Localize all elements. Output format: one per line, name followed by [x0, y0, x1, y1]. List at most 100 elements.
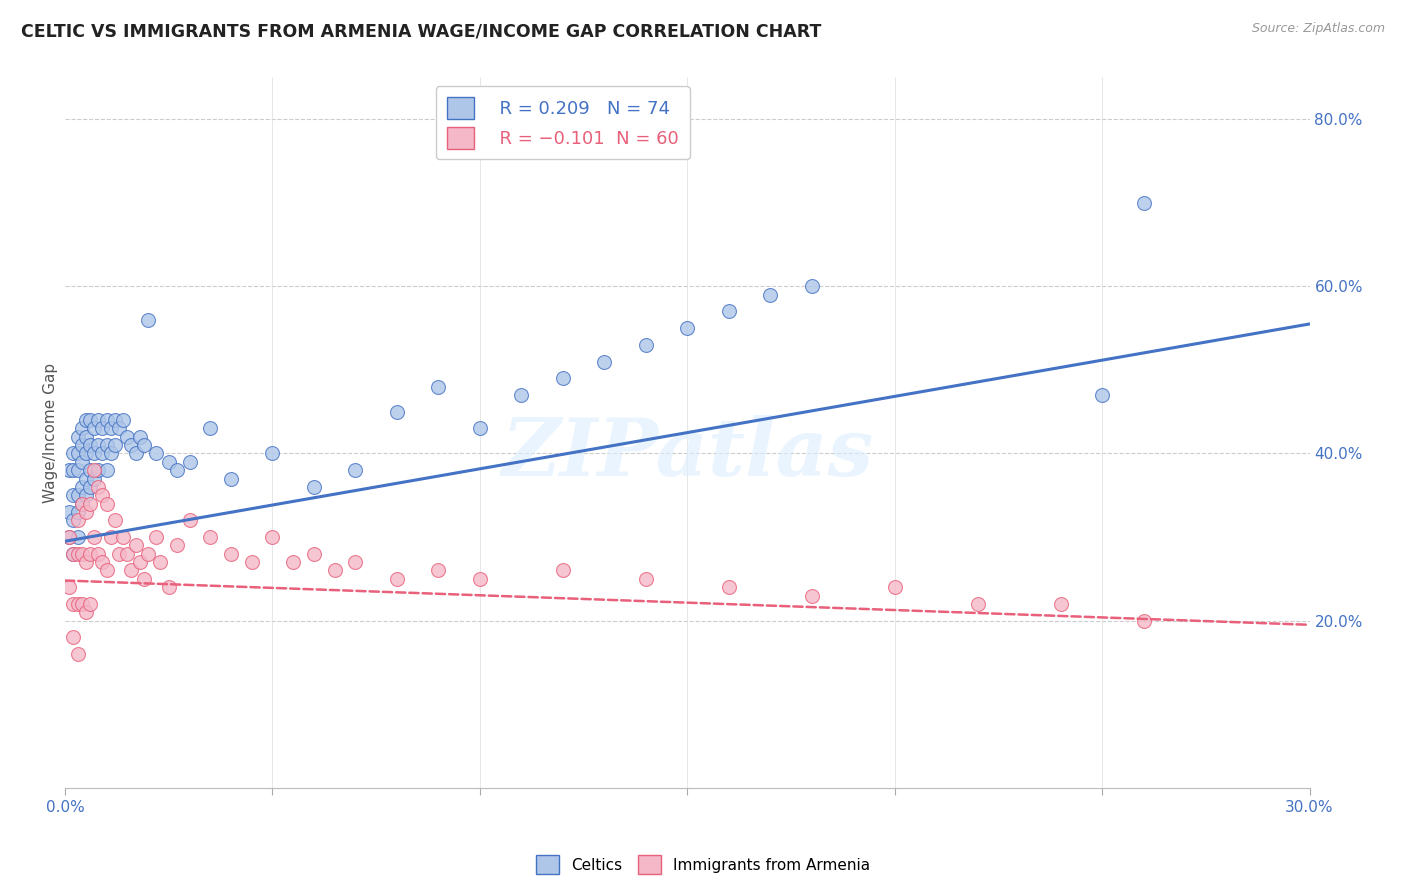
Point [91, 488, 114, 502]
Point [1091, 388, 1114, 402]
Point [75, 505, 97, 519]
Point [70, 455, 93, 469]
Point [120, 438, 142, 452]
Point [132, 438, 155, 452]
Point [219, 547, 242, 561]
Point [79, 413, 101, 427]
Point [75, 605, 97, 619]
Point [717, 304, 740, 318]
Legend:   R = 0.209   N = 74,   R = −0.101  N = 60: R = 0.209 N = 74, R = −0.101 N = 60 [436, 87, 690, 160]
Point [128, 555, 150, 569]
Point [676, 321, 699, 335]
Point [112, 413, 135, 427]
Point [58, 505, 80, 519]
Point [200, 421, 222, 435]
Point [262, 446, 284, 460]
Point [87, 480, 110, 494]
Point [58, 530, 80, 544]
Point [79, 463, 101, 477]
Point [634, 572, 657, 586]
Point [104, 413, 127, 427]
Point [100, 421, 122, 435]
Point [385, 405, 408, 419]
Point [468, 421, 491, 435]
Text: CELTIC VS IMMIGRANTS FROM ARMENIA WAGE/INCOME GAP CORRELATION CHART: CELTIC VS IMMIGRANTS FROM ARMENIA WAGE/I… [21, 22, 821, 40]
Point [96, 564, 118, 578]
Point [83, 472, 105, 486]
Point [323, 564, 346, 578]
Point [262, 530, 284, 544]
Point [966, 597, 988, 611]
Point [87, 463, 110, 477]
Point [62, 463, 84, 477]
Point [128, 430, 150, 444]
Point [70, 547, 93, 561]
Point [66, 597, 89, 611]
Point [1132, 195, 1154, 210]
Text: ZIPatlas: ZIPatlas [501, 415, 873, 492]
Point [91, 446, 114, 460]
Point [70, 438, 93, 452]
Point [145, 446, 167, 460]
Point [91, 555, 114, 569]
Point [62, 488, 84, 502]
Point [62, 631, 84, 645]
Point [344, 463, 367, 477]
Point [83, 463, 105, 477]
Point [800, 589, 823, 603]
Point [75, 430, 97, 444]
Point [112, 530, 135, 544]
Point [75, 446, 97, 460]
Point [87, 413, 110, 427]
Point [58, 580, 80, 594]
Point [66, 647, 89, 661]
Point [427, 379, 450, 393]
Point [1132, 614, 1154, 628]
Point [117, 547, 139, 561]
Point [62, 446, 84, 460]
Point [800, 279, 823, 293]
Point [468, 572, 491, 586]
Point [62, 513, 84, 527]
Point [124, 538, 146, 552]
Point [427, 564, 450, 578]
Point [883, 580, 905, 594]
Point [66, 505, 89, 519]
Point [79, 480, 101, 494]
Point [96, 413, 118, 427]
Point [219, 472, 242, 486]
Point [157, 580, 180, 594]
Point [62, 547, 84, 561]
Point [62, 597, 84, 611]
Point [79, 497, 101, 511]
Point [66, 513, 89, 527]
Point [70, 597, 93, 611]
Point [75, 555, 97, 569]
Point [79, 547, 101, 561]
Point [79, 597, 101, 611]
Point [1049, 597, 1071, 611]
Point [83, 446, 105, 460]
Point [132, 572, 155, 586]
Point [75, 413, 97, 427]
Legend: Celtics, Immigrants from Armenia: Celtics, Immigrants from Armenia [530, 849, 876, 880]
Point [200, 530, 222, 544]
Point [302, 547, 325, 561]
Point [149, 555, 172, 569]
Point [58, 530, 80, 544]
Point [240, 555, 263, 569]
Point [87, 547, 110, 561]
Point [79, 438, 101, 452]
Point [634, 338, 657, 352]
Point [91, 421, 114, 435]
Point [510, 388, 533, 402]
Point [70, 480, 93, 494]
Point [551, 564, 574, 578]
Point [124, 446, 146, 460]
Point [108, 421, 131, 435]
Point [70, 497, 93, 511]
Point [302, 480, 325, 494]
Point [66, 463, 89, 477]
Point [66, 488, 89, 502]
Point [96, 463, 118, 477]
